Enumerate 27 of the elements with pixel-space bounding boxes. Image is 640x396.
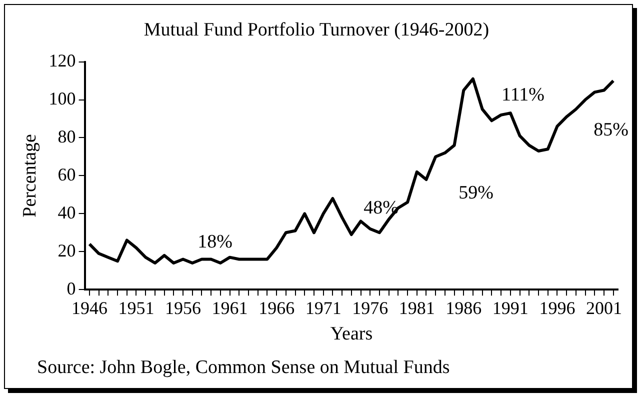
- y-tick-label: 120: [48, 50, 76, 71]
- chart-title: Mutual Fund Portfolio Turnover (1946-2002): [144, 19, 490, 40]
- annotation: 59%: [458, 182, 494, 204]
- x-tick-label: 1951: [118, 298, 154, 318]
- x-tick-label: 1986: [446, 298, 482, 318]
- x-tick-label: 1976: [352, 298, 388, 318]
- y-tick-label: 0: [66, 278, 76, 298]
- x-tick-label: 1981: [398, 298, 435, 318]
- x-tick-label: 1956: [165, 298, 202, 318]
- annotation: 111%: [502, 84, 544, 106]
- y-tick-label: 40: [58, 202, 76, 222]
- x-tick-label: 1991: [492, 298, 528, 318]
- y-tick-label: 100: [48, 88, 76, 108]
- y-tick-label: 80: [58, 126, 76, 146]
- annotation: 18%: [198, 232, 232, 252]
- x-axis-title: Years: [330, 324, 373, 345]
- y-tick-label: 20: [58, 240, 76, 260]
- y-axis-title: Percentage: [19, 134, 40, 218]
- x-tick-label: 1971: [305, 298, 342, 318]
- x-tick-label: 1996: [539, 298, 576, 318]
- y-tick-label: 60: [58, 164, 76, 184]
- x-tick-label: 1946: [71, 298, 108, 318]
- x-tick-label: 1966: [258, 298, 295, 318]
- annotation: 85%: [594, 120, 628, 140]
- x-tick-label: 2001: [586, 298, 622, 318]
- source-note: Source: John Bogle, Common Sense on Mutual Funds: [37, 357, 450, 379]
- x-tick-label: 1961: [212, 298, 248, 318]
